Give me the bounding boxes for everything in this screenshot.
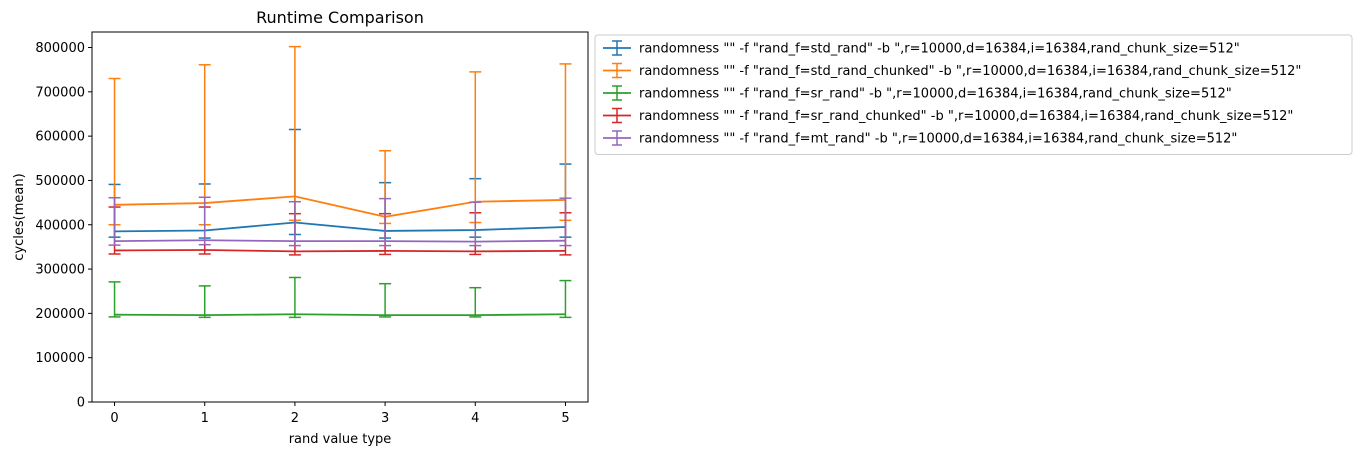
- legend-label: randomness "" -f "rand_f=std_rand" -b ",…: [639, 42, 1240, 57]
- y-tick-label: 300000: [35, 263, 85, 278]
- series-0: [108, 128, 572, 239]
- legend-item: randomness "" -f "rand_f=sr_rand_chunked…: [603, 107, 1293, 124]
- y-axis-label: cycles(mean): [12, 173, 27, 260]
- x-tick-label: 0: [110, 411, 118, 426]
- plot-frame: [91, 31, 589, 403]
- legend-label: randomness "" -f "rand_f=sr_rand" -b ",r…: [639, 87, 1232, 102]
- legend-frame: [594, 34, 1353, 155]
- y-tick-label: 100000: [35, 351, 85, 366]
- y-tick-label: 200000: [35, 307, 85, 322]
- series-line: [114, 221, 566, 233]
- chart-title: Runtime Comparison: [256, 8, 424, 27]
- series-4: [108, 196, 572, 247]
- x-tick-label: 4: [471, 411, 479, 426]
- series-1: [108, 45, 572, 226]
- y-tick-label: 700000: [35, 85, 85, 100]
- legend-item: randomness "" -f "rand_f=sr_rand" -b ",r…: [603, 85, 1232, 102]
- series-line: [114, 249, 566, 253]
- plot-area: 0 100000 200000 300000 400000 500000 600000 700…: [35, 31, 589, 426]
- x-tick-label: 5: [561, 411, 569, 426]
- y-tick-label: 600000: [35, 130, 85, 145]
- series-line: [114, 239, 566, 243]
- y-tick-label: 800000: [35, 41, 85, 56]
- series-line: [114, 313, 566, 317]
- series-2: [108, 276, 572, 319]
- legend-label: randomness "" -f "rand_f=mt_rand" -b ",r…: [639, 132, 1237, 147]
- legend-item: randomness "" -f "rand_f=mt_rand" -b ",r…: [603, 130, 1237, 147]
- legend-label: randomness "" -f "rand_f=std_rand_chunke…: [639, 64, 1301, 79]
- x-tick-label: 3: [381, 411, 389, 426]
- x-axis-label: rand value type: [289, 432, 392, 447]
- legend: randomness "" -f "rand_f=std_rand" -b ",…: [594, 34, 1353, 155]
- y-tick-label: 400000: [35, 218, 85, 233]
- legend-item: randomness "" -f "rand_f=std_rand" -b ",…: [603, 40, 1240, 57]
- x-tick-label: 2: [291, 411, 299, 426]
- legend-item: randomness "" -f "rand_f=std_rand_chunke…: [603, 62, 1301, 79]
- legend-label: randomness "" -f "rand_f=sr_rand_chunked…: [639, 109, 1293, 124]
- y-tick-label: 0: [77, 396, 85, 411]
- series-line: [114, 195, 566, 218]
- x-tick-label: 1: [201, 411, 209, 426]
- y-tick-label: 500000: [35, 174, 85, 189]
